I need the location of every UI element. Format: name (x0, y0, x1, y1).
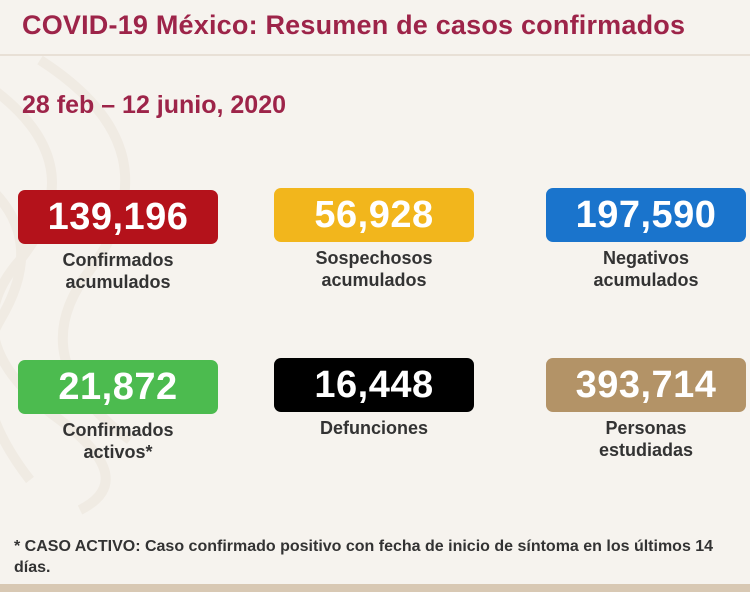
stat-value-badge: 197,590 (546, 188, 746, 242)
stat-confirmados-acumulados: 139,196 Confirmados acumulados (18, 190, 218, 293)
stat-confirmados-activos: 21,872 Confirmados activos* (18, 360, 218, 463)
stat-label: Negativos acumulados (546, 247, 746, 291)
stat-label-line1: Confirmados (62, 420, 174, 440)
stat-label-line1: Personas (605, 418, 687, 438)
title-divider (0, 54, 750, 56)
stat-negativos-acumulados: 197,590 Negativos acumulados (546, 188, 746, 291)
stat-value-badge: 21,872 (18, 360, 218, 414)
stat-sospechosos-acumulados: 56,928 Sospechosos acumulados (274, 188, 474, 291)
bottom-band (0, 584, 750, 592)
date-range: 28 feb – 12 junio, 2020 (22, 91, 287, 119)
stat-value-badge: 139,196 (18, 190, 218, 244)
stat-label: Confirmados activos* (18, 419, 218, 463)
page-title: COVID-19 México: Resumen de casos confir… (22, 10, 686, 40)
stat-label-line2: acumulados (593, 270, 699, 290)
stat-label-line2: acumulados (321, 270, 427, 290)
stat-label: Personas estudiadas (546, 417, 746, 461)
stat-defunciones: 16,448 Defunciones (274, 358, 474, 439)
stat-label-line1: Defunciones (319, 418, 429, 438)
stat-value-badge: 393,714 (546, 358, 746, 412)
stat-label-line2: acumulados (65, 272, 171, 292)
stat-personas-estudiadas: 393,714 Personas estudiadas (546, 358, 746, 461)
stat-label-line2: estudiadas (598, 440, 694, 460)
stat-value-badge: 16,448 (274, 358, 474, 412)
stat-label-line1: Confirmados (62, 250, 174, 270)
stat-label-line1: Negativos (602, 248, 690, 268)
stat-value-badge: 56,928 (274, 188, 474, 242)
stat-label-line1: Sospechosos (315, 248, 433, 268)
footnote-caso-activo: * CASO ACTIVO: Caso confirmado positivo … (14, 538, 714, 576)
stat-label: Defunciones (274, 417, 474, 439)
stat-label-line2: activos* (83, 442, 153, 462)
stat-label: Confirmados acumulados (18, 249, 218, 293)
stat-label: Sospechosos acumulados (274, 247, 474, 291)
